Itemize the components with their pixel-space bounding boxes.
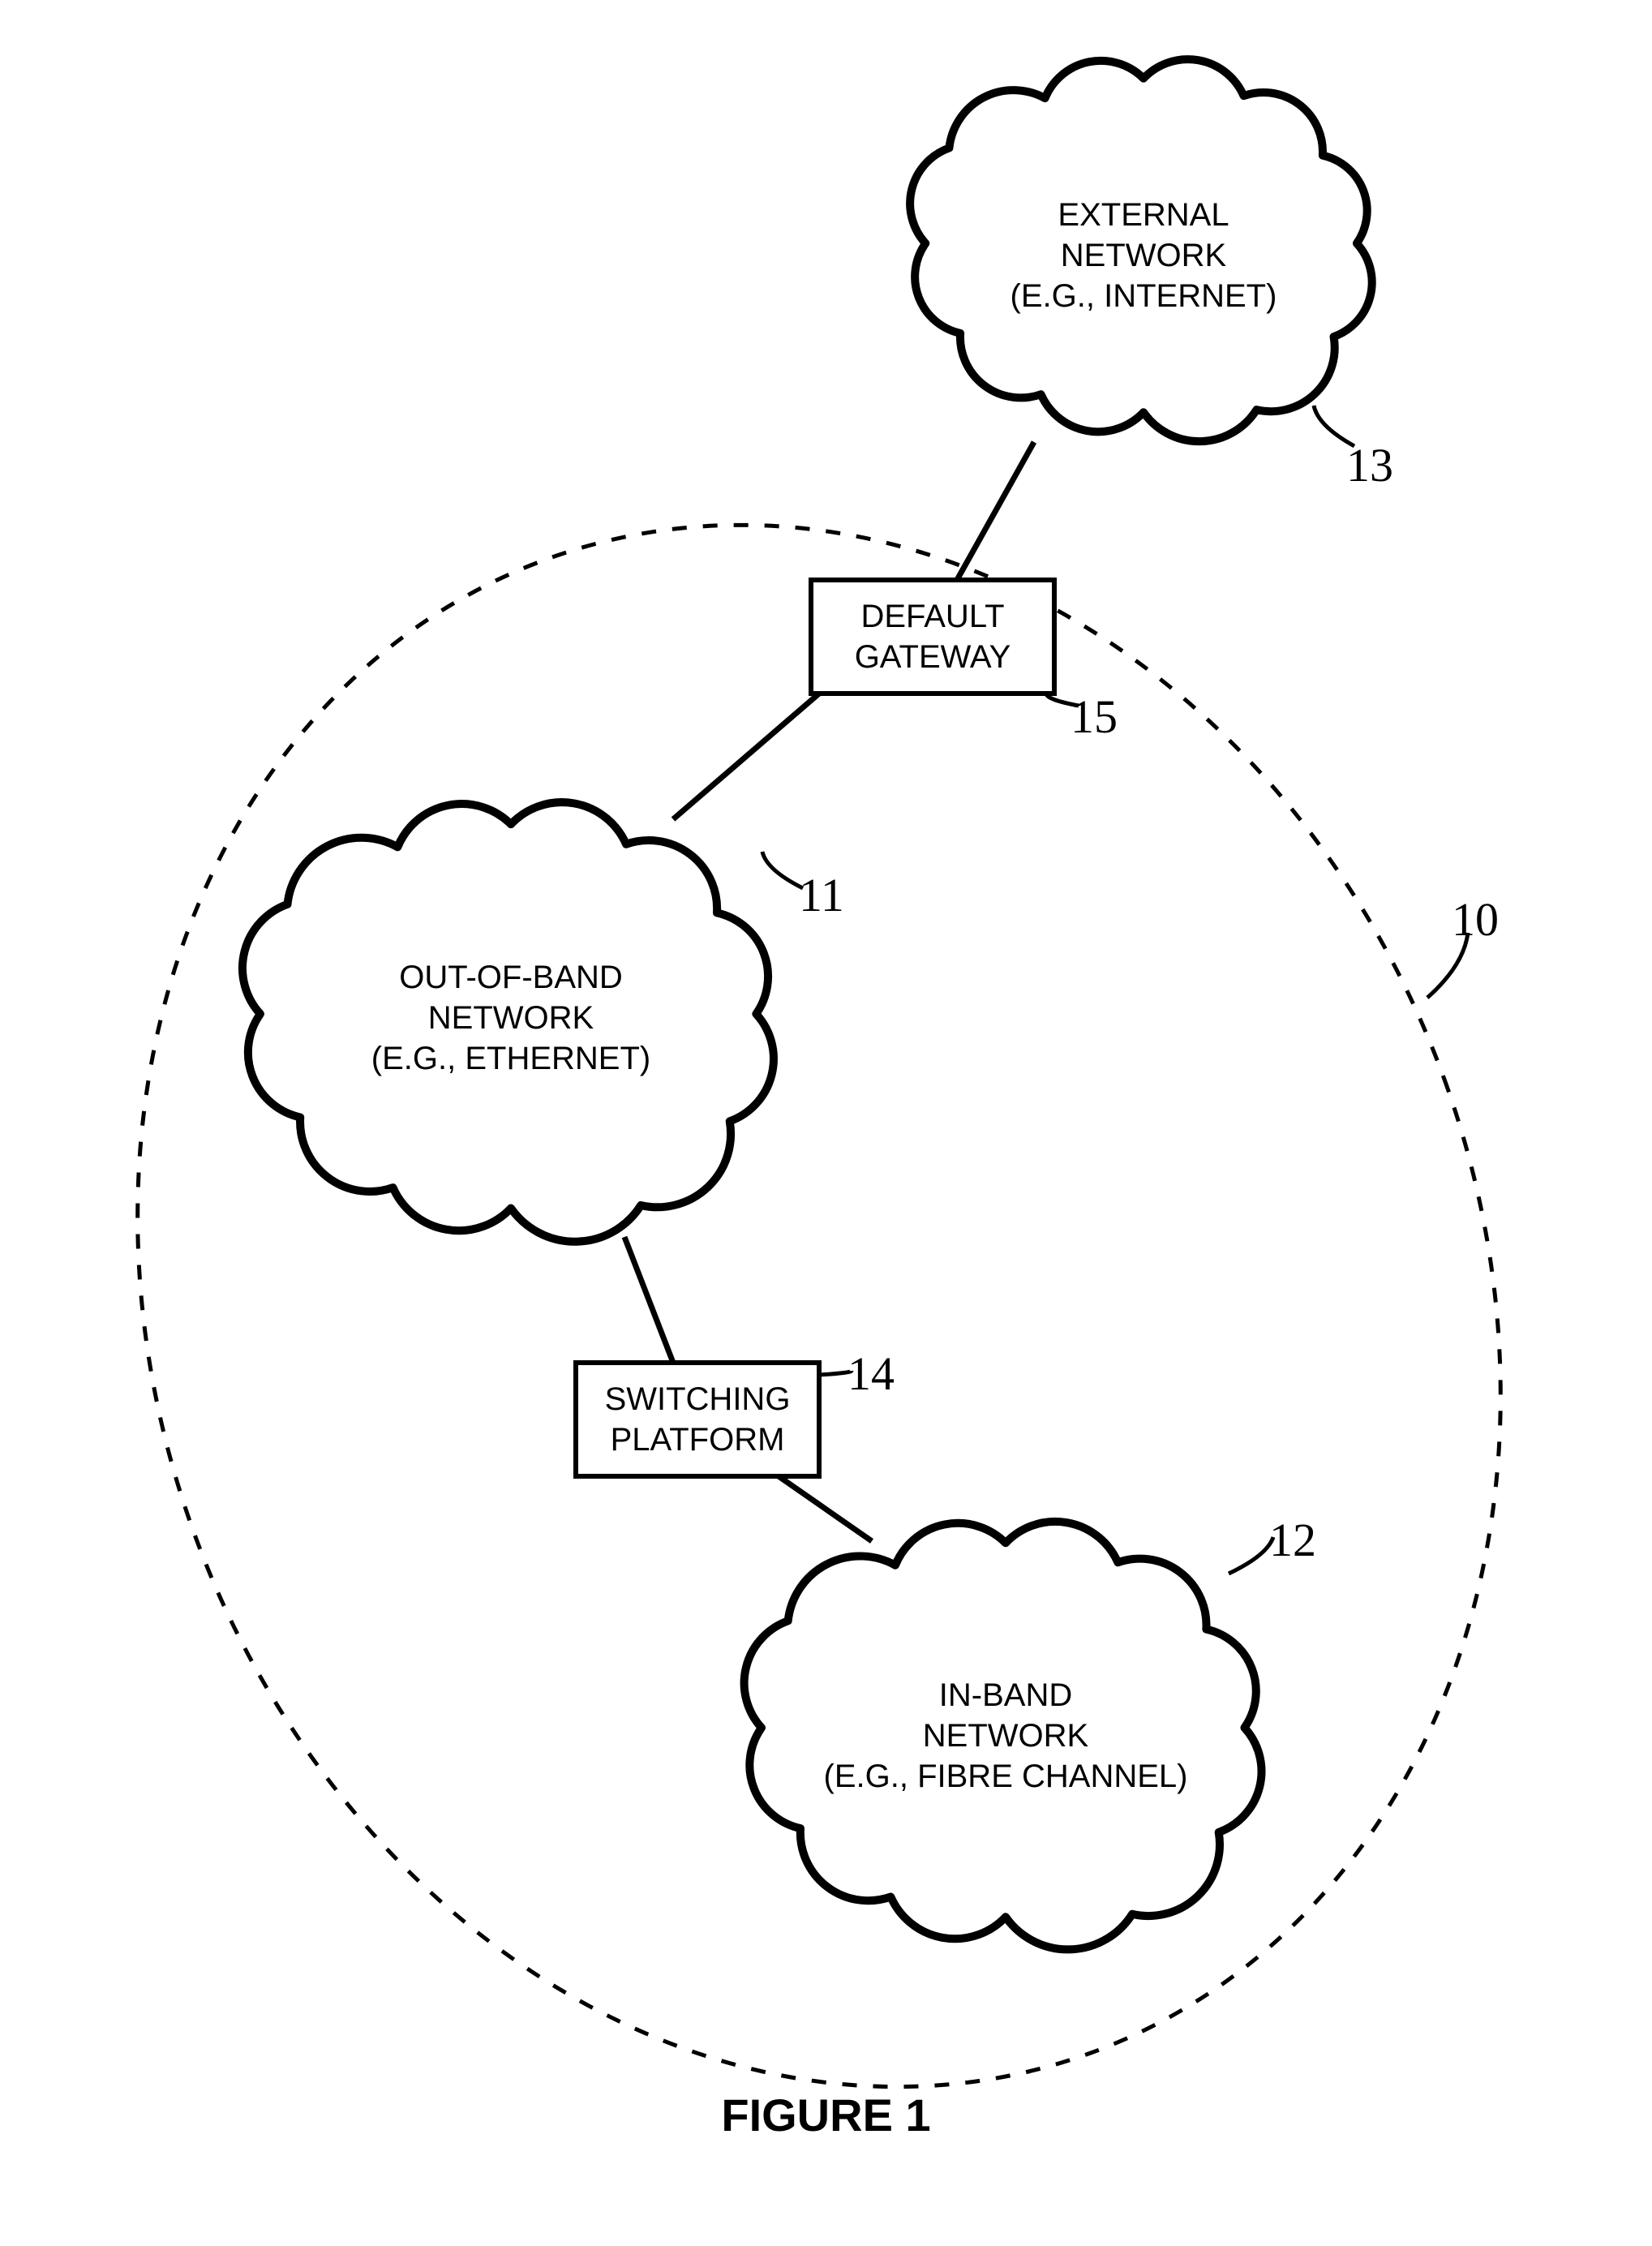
ref-switch-14: 14 — [847, 1346, 895, 1401]
ref-external-13: 13 — [1346, 438, 1393, 492]
diagram-canvas: EXTERNAL NETWORK (E.G., INTERNET) OUT-OF… — [0, 0, 1652, 2246]
ref-gateway-15: 15 — [1071, 689, 1118, 744]
cloud-oob-label: OUT-OF-BAND NETWORK (E.G., ETHERNET) — [341, 957, 681, 1079]
connector-0 — [957, 442, 1034, 580]
cloud-external-label: EXTERNAL NETWORK (E.G., INTERNET) — [981, 195, 1306, 316]
connector-1 — [673, 694, 819, 819]
ref-leader — [1229, 1537, 1273, 1574]
ref-oob-11: 11 — [799, 868, 844, 922]
connector-3 — [779, 1476, 872, 1541]
box-gateway-label: DEFAULT GATEWAY — [811, 596, 1054, 677]
ref-leader — [762, 852, 803, 888]
box-switch-label: SWITCHING PLATFORM — [576, 1379, 819, 1460]
connector-2 — [624, 1237, 673, 1363]
cloud-inband-label: IN-BAND NETWORK (E.G., FIBRE CHANNEL) — [811, 1675, 1200, 1797]
ref-inband-12: 12 — [1269, 1513, 1316, 1567]
ref-boundary-10: 10 — [1452, 892, 1499, 947]
figure-title: FIGURE 1 — [0, 2089, 1652, 2141]
ref-leader — [819, 1371, 852, 1375]
svg-layer — [0, 0, 1652, 2246]
